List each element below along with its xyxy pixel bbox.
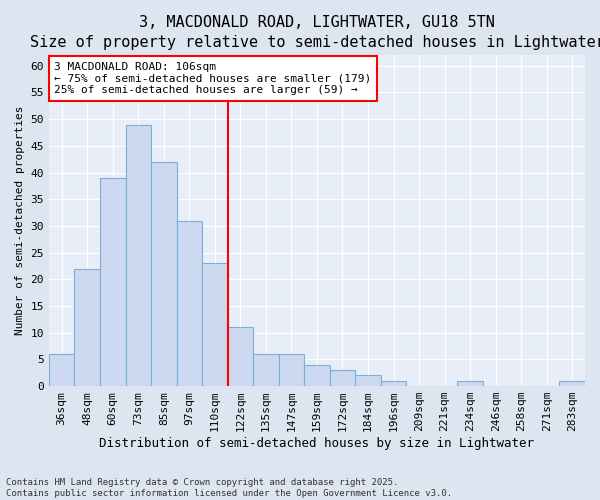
Bar [278,354,304,386]
Bar [100,178,125,386]
Text: Contains HM Land Registry data © Crown copyright and database right 2025.
Contai: Contains HM Land Registry data © Crown c… [6,478,452,498]
Bar [49,354,74,386]
Title: 3, MACDONALD ROAD, LIGHTWATER, GU18 5TN
Size of property relative to semi-detach: 3, MACDONALD ROAD, LIGHTWATER, GU18 5TN … [29,15,600,50]
Bar [381,380,406,386]
Bar [304,364,330,386]
Bar [151,162,176,386]
Bar [227,328,253,386]
X-axis label: Distribution of semi-detached houses by size in Lightwater: Distribution of semi-detached houses by … [100,437,535,450]
Bar [125,124,151,386]
Bar [457,380,483,386]
Bar [74,268,100,386]
Bar [355,376,381,386]
Y-axis label: Number of semi-detached properties: Number of semi-detached properties [15,106,25,336]
Bar [330,370,355,386]
Text: 3 MACDONALD ROAD: 106sqm
← 75% of semi-detached houses are smaller (179)
25% of : 3 MACDONALD ROAD: 106sqm ← 75% of semi-d… [54,62,371,95]
Bar [176,220,202,386]
Bar [253,354,278,386]
Bar [202,264,227,386]
Bar [559,380,585,386]
